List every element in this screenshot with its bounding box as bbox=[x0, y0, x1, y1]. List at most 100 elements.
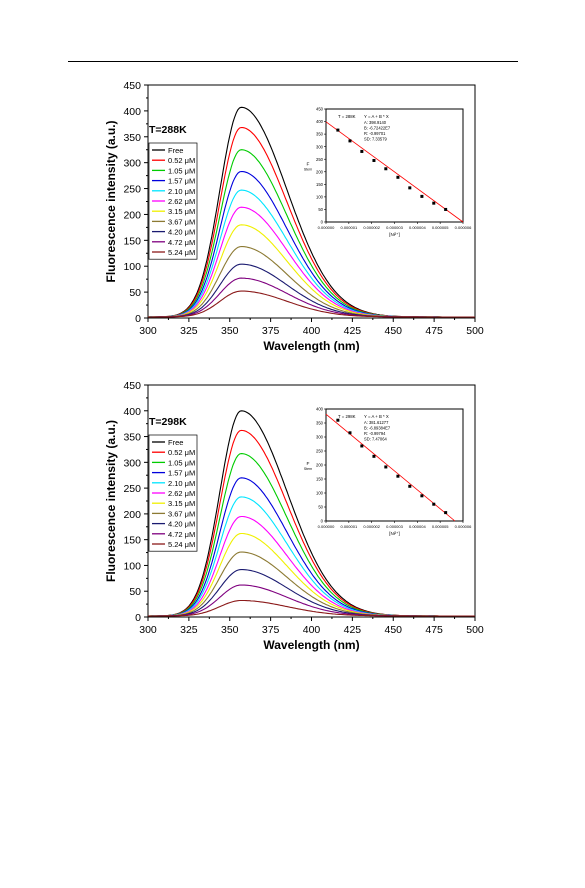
inset-y-tick-label-350: 350 bbox=[316, 421, 324, 426]
y-tick-label-250: 250 bbox=[123, 184, 141, 196]
x-tick-label-450: 450 bbox=[384, 624, 402, 636]
x-axis-label: Wavelength (nm) bbox=[263, 638, 359, 652]
inset-title: T = 298K bbox=[338, 414, 356, 419]
x-tick-label-350: 350 bbox=[221, 624, 239, 636]
inset-y-tick-label-0: 0 bbox=[321, 220, 324, 225]
inset-x-tick-label-3: 0.000003 bbox=[386, 524, 403, 529]
legend-label-4-72-m: 4.72 μM bbox=[168, 238, 195, 247]
inset-y-tick-label-200: 200 bbox=[316, 463, 324, 468]
y-tick-label-450: 450 bbox=[123, 380, 141, 392]
x-tick-label-375: 375 bbox=[262, 624, 280, 636]
inset-data-point-9 bbox=[444, 511, 448, 515]
legend-label-1-05-m: 1.05 μM bbox=[168, 166, 195, 175]
inset-stat-3: SD: 7.33579 bbox=[364, 137, 387, 142]
inset-y-tick-label-400: 400 bbox=[316, 407, 324, 412]
x-tick-label-400: 400 bbox=[303, 624, 321, 636]
inset-y-tick-label-450: 450 bbox=[316, 107, 324, 112]
y-tick-label-0: 0 bbox=[135, 313, 141, 325]
y-tick-label-300: 300 bbox=[123, 457, 141, 469]
inset-fit-line bbox=[325, 121, 464, 223]
legend-label-2-10-m: 2.10 μM bbox=[168, 187, 195, 196]
inset-x-tick-label-6: 0.000006 bbox=[455, 225, 472, 230]
temperature-annotation: T=288K bbox=[149, 124, 187, 136]
inset-data-point-3 bbox=[372, 454, 376, 458]
inset-y-tick-label-0: 0 bbox=[321, 519, 324, 524]
x-axis-label: Wavelength (nm) bbox=[263, 339, 359, 353]
inset-data-point-6 bbox=[408, 484, 412, 488]
inset-x-axis-label: [Ni²⁺] bbox=[389, 232, 400, 237]
page-header-rule bbox=[68, 61, 518, 62]
inset-stat-0: A: 381.61277 bbox=[364, 420, 389, 425]
inset-y-tick-label-300: 300 bbox=[316, 144, 324, 149]
temperature-annotation: T=298K bbox=[149, 416, 187, 428]
y-tick-label-400: 400 bbox=[123, 406, 141, 418]
x-tick-label-325: 325 bbox=[180, 325, 198, 337]
legend-label-3-67-m: 3.67 μM bbox=[168, 217, 195, 226]
y-tick-label-450: 450 bbox=[123, 80, 141, 92]
x-tick-label-350: 350 bbox=[221, 325, 239, 337]
inset-data-point-1 bbox=[348, 431, 352, 435]
y-tick-label-200: 200 bbox=[123, 509, 141, 521]
legend-label-4-20-m: 4.20 μM bbox=[168, 520, 195, 529]
inset-data-point-8 bbox=[432, 201, 436, 205]
inset-data-point-0 bbox=[336, 128, 340, 132]
inset-y-tick-label-100: 100 bbox=[316, 194, 324, 199]
inset-frame bbox=[325, 408, 464, 522]
y-tick-label-350: 350 bbox=[123, 432, 141, 444]
y-tick-label-150: 150 bbox=[123, 535, 141, 547]
chart-1-group: 300 325 350 375 400 425 450 475 5000501001502002… bbox=[104, 380, 484, 652]
inset-stat-1: B: -6.89384E7 bbox=[364, 426, 391, 431]
x-tick-label-325: 325 bbox=[180, 624, 198, 636]
y-tick-label-100: 100 bbox=[123, 560, 141, 572]
inset-x-tick-label-0: 0.000000 bbox=[318, 524, 335, 529]
inset-y-tick-label-150: 150 bbox=[316, 182, 324, 187]
x-tick-label-300: 300 bbox=[139, 624, 157, 636]
y-tick-label-250: 250 bbox=[123, 483, 141, 495]
inset-stat-2: R: -0.99794 bbox=[364, 431, 386, 436]
inset-y-tick-label-250: 250 bbox=[316, 449, 324, 454]
inset-y-tick-label-50: 50 bbox=[318, 207, 323, 212]
x-tick-label-450: 450 bbox=[384, 325, 402, 337]
x-tick-label-425: 425 bbox=[344, 624, 362, 636]
inset-x-tick-label-2: 0.000002 bbox=[363, 225, 380, 230]
inset-data-point-5 bbox=[396, 175, 400, 179]
inset-data-point-8 bbox=[432, 502, 436, 506]
x-tick-label-500: 500 bbox=[466, 325, 484, 337]
inset-stat-1: B: -6.72422E7 bbox=[364, 126, 391, 131]
legend-label-0-52-m: 0.52 μM bbox=[168, 156, 195, 165]
inset-y-axis-label: F bbox=[307, 461, 310, 467]
inset-y-tick-label-200: 200 bbox=[316, 169, 324, 174]
inset-data-point-7 bbox=[420, 494, 424, 498]
legend-label-1-57-m: 1.57 μM bbox=[168, 469, 195, 478]
inset-data-point-6 bbox=[408, 186, 412, 190]
inset-x-tick-label-4: 0.000004 bbox=[409, 225, 426, 230]
legend-label-0-52-m: 0.52 μM bbox=[168, 448, 195, 457]
inset-y-tick-label-350: 350 bbox=[316, 132, 324, 137]
inset-x-tick-label-1: 0.000001 bbox=[340, 225, 357, 230]
legend-label-3-15-m: 3.15 μM bbox=[168, 207, 195, 216]
x-tick-label-375: 375 bbox=[262, 325, 280, 337]
inset-x-tick-label-6: 0.000006 bbox=[455, 524, 472, 529]
y-axis-label: Fluorescence intensity (a.u.) bbox=[104, 120, 118, 282]
inset-x-tick-label-3: 0.000003 bbox=[386, 225, 403, 230]
series-line-5-24-m bbox=[148, 290, 475, 318]
legend-label-2-62-m: 2.62 μM bbox=[168, 197, 195, 206]
inset-data-point-5 bbox=[396, 474, 400, 478]
inset-title: T = 288K bbox=[338, 114, 356, 119]
inset-stat-0: A: 398.9140 bbox=[364, 120, 387, 125]
fluorescence-chart-288k: 300 325 350 375 400 425 450 475 5000501001502002… bbox=[104, 80, 484, 353]
x-tick-label-425: 425 bbox=[344, 325, 362, 337]
legend-label-3-67-m: 3.67 μM bbox=[168, 509, 195, 518]
legend-label-1-57-m: 1.57 μM bbox=[168, 177, 195, 186]
inset-fit-equation: Y = A + B * X bbox=[364, 414, 389, 419]
legend-label-3-15-m: 3.15 μM bbox=[168, 499, 195, 508]
inset-x-tick-label-5: 0.000005 bbox=[432, 225, 449, 230]
y-tick-label-100: 100 bbox=[123, 261, 141, 273]
inset-data-point-9 bbox=[444, 207, 448, 211]
y-axis-label: Fluorescence intensity (a.u.) bbox=[104, 420, 118, 582]
inset-stern-volmer: 0 50 100 150 200 250 300 350 400 450 0.000000 0.000… bbox=[304, 107, 472, 237]
inset-y-tick-label-300: 300 bbox=[316, 435, 324, 440]
